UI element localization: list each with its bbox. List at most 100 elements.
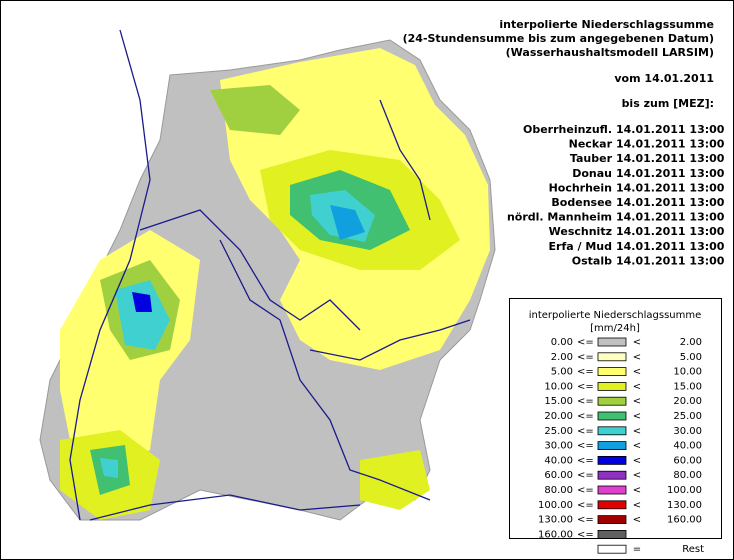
upper-bound: 160.00 [667,515,702,526]
operator: < [633,455,641,466]
river [379,99,431,221]
operator: < [633,441,641,452]
lower-bound: 30.00 [544,441,573,452]
swatch [597,426,627,436]
title-line: (Wasserhaushaltsmodell LARSIM) [506,46,714,59]
operator: <= [577,470,594,481]
upper-bound: 10.00 [673,367,702,378]
operator: <= [577,411,594,422]
operator: <= [577,396,594,407]
station-time: 14.01.2011 13:00 [616,123,725,136]
swatch [597,441,627,451]
station-name: nördl. Mannheim [507,211,612,224]
operator: < [633,381,641,392]
operator: < [633,470,641,481]
station-time: 14.01.2011 13:00 [616,240,725,253]
operator: <= [577,441,594,452]
station-name: Hochrhein [549,181,612,194]
operator: < [633,411,641,422]
swatch [597,367,627,377]
operator: <= [577,426,594,437]
operator: < [633,396,641,407]
swatch [597,515,627,524]
swatch [597,381,627,391]
station-name: Tauber [570,152,613,165]
lower-bound: 5.00 [551,367,573,378]
lower-bound: 100.00 [538,500,573,511]
until: bis zum [MEZ]: [622,97,714,110]
station-name: Oberrheinzufl. [523,123,612,136]
lower-bound: 130.00 [538,515,573,526]
swatch [597,337,627,347]
station-time: 14.01.2011 13:00 [616,167,725,180]
lower-bound: 80.00 [544,485,573,496]
upper-bound: 20.00 [673,396,702,407]
lower-bound: 60.00 [544,470,573,481]
legend-title: interpolierte Niederschlagssumme [529,310,702,321]
station-time: 14.01.2011 13:00 [616,138,725,151]
lower-bound: 160.00 [538,529,573,540]
station-time: 14.01.2011 13:00 [616,254,725,267]
station-name: Neckar [569,138,613,151]
rest-label: Rest [682,544,704,555]
lower-bound: 40.00 [544,455,573,466]
upper-bound: 15.00 [673,381,702,392]
area [210,85,300,135]
operator: <= [577,455,594,466]
area [100,458,118,478]
operator: <= [577,529,594,540]
upper-bound: 40.00 [673,441,702,452]
operator: < [633,485,641,496]
operator: <= [577,515,594,526]
station-time: 14.01.2011 13:00 [616,152,725,165]
legend: interpolierte Niederschlagssumme [mm/24h… [509,298,722,555]
station-name: Erfa / Mud [549,240,612,253]
operator: < [633,426,641,437]
lower-bound: 25.00 [544,426,573,437]
swatch [597,411,627,421]
station-time: 14.01.2011 13:00 [616,225,725,238]
operator: < [633,500,641,511]
map [39,29,496,521]
river [219,239,431,501]
river [309,319,471,361]
station-time: 14.01.2011 13:00 [616,196,725,209]
upper-bound: 30.00 [673,426,702,437]
upper-bound: 5.00 [680,352,702,363]
operator: <= [577,352,594,363]
area [330,205,365,240]
swatch [597,485,627,495]
operator: < [633,352,641,363]
river [139,209,361,331]
station-time: 14.01.2011 13:00 [616,181,725,194]
operator: <= [577,337,594,348]
operator: < [633,337,641,348]
station-name: Weschnitz [549,225,612,238]
swatch [597,544,627,554]
operator: < [633,367,641,378]
swatch [597,396,627,406]
operator: <= [577,381,594,392]
area [132,292,152,312]
operator: <= [577,485,594,496]
title-line: (24-Stundensumme bis zum angegebenen Dat… [403,32,714,45]
area [360,450,430,510]
river [89,494,361,521]
upper-bound: 100.00 [667,485,702,496]
operator: <= [577,500,594,511]
title-line: interpolierte Niederschlagssumme [499,18,714,31]
station-time: 14.01.2011 13:00 [616,211,725,224]
operator: < [633,515,641,526]
station-name: Donau [572,167,612,180]
swatch [597,470,627,480]
header: interpolierte Niederschlagssumme(24-Stun… [403,18,725,267]
operator: <= [577,367,594,378]
lower-bound: 10.00 [544,381,573,392]
swatch [597,500,627,510]
lower-bound: 20.00 [544,411,573,422]
station-name: Bodensee [551,196,612,209]
swatch [597,455,627,465]
lower-bound: 2.00 [551,352,573,363]
swatch [597,530,627,539]
area [115,280,170,350]
